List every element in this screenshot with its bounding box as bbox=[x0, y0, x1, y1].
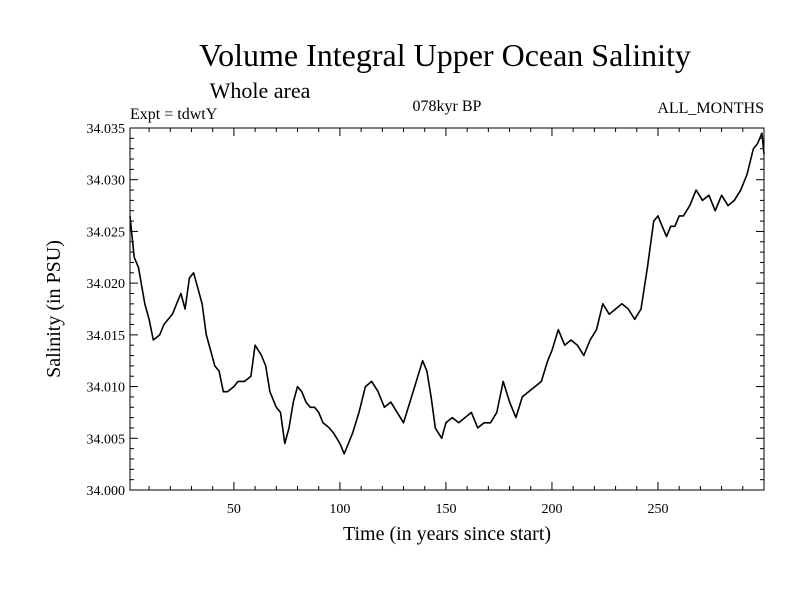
months-label: ALL_MONTHS bbox=[657, 100, 764, 117]
x-axis: 50 100 150 200 250 bbox=[148, 128, 744, 517]
experiment-label: Expt = tdwtY bbox=[130, 106, 218, 123]
y-axis: 34.000 34.005 34.010 34.015 34.020 34.025 34.0… bbox=[87, 122, 764, 499]
x-tick-label: 100 bbox=[329, 502, 350, 517]
plot-frame bbox=[129, 127, 765, 491]
y-tick-label: 34.005 bbox=[87, 432, 126, 447]
period-label: 078kyr BP bbox=[413, 98, 482, 115]
y-tick-label: 34.000 bbox=[87, 484, 126, 499]
y-axis-label: Salinity (in PSU) bbox=[43, 240, 65, 378]
x-axis-label: Time (in years since start) bbox=[343, 523, 551, 545]
x-tick-label: 50 bbox=[227, 502, 241, 517]
y-tick-label: 34.030 bbox=[87, 174, 126, 189]
y-tick-label: 34.015 bbox=[87, 329, 126, 344]
y-tick-label: 34.025 bbox=[87, 225, 126, 240]
x-tick-label: 150 bbox=[435, 502, 456, 517]
chart-subtitle: Whole area bbox=[210, 78, 311, 103]
y-tick-label: 34.035 bbox=[87, 122, 126, 137]
y-tick-label: 34.020 bbox=[87, 277, 126, 292]
salinity-series-line bbox=[129, 132, 765, 455]
y-tick-label: 34.010 bbox=[87, 381, 126, 396]
x-tick-label: 250 bbox=[647, 502, 668, 517]
x-tick-label: 200 bbox=[541, 502, 562, 517]
chart-title: Volume Integral Upper Ocean Salinity bbox=[199, 37, 691, 73]
